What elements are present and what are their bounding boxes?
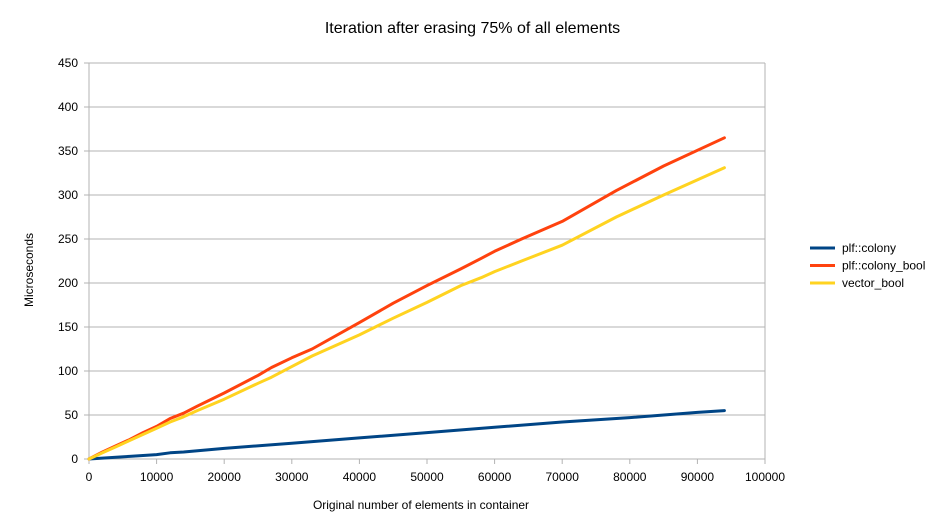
axes xyxy=(84,62,766,464)
y-tick-label: 200 xyxy=(58,276,78,290)
legend-label: plf::colony_bool xyxy=(842,259,925,273)
x-tick-labels: 0 10000 20000 30000 40000 50000 60000 70000 8000… xyxy=(86,470,786,484)
y-tick-label: 350 xyxy=(58,144,78,158)
y-tick-label: 450 xyxy=(58,56,78,70)
series-line-vector-bool xyxy=(87,166,726,461)
y-tick-label: 300 xyxy=(58,188,78,202)
y-tick-label: 100 xyxy=(58,364,78,378)
y-tick-label: 250 xyxy=(58,232,78,246)
x-tick-label: 100000 xyxy=(745,470,785,484)
x-tick-label: 20000 xyxy=(208,470,242,484)
legend-label: vector_bool xyxy=(842,276,904,290)
y-axis-title: Microseconds xyxy=(22,233,36,307)
x-tick-label: 70000 xyxy=(546,470,580,484)
x-tick-label: 40000 xyxy=(343,470,377,484)
y-tick-label: 400 xyxy=(58,100,78,114)
x-tick-label: 90000 xyxy=(681,470,715,484)
series-line-plf-colony xyxy=(87,409,726,461)
series-line-plf-colony-bool xyxy=(87,136,726,461)
y-tick-label: 50 xyxy=(65,408,79,422)
y-tick-labels: 0 50 100 150 200 250 300 350 400 450 xyxy=(58,56,78,466)
x-tick-label: 50000 xyxy=(410,470,444,484)
y-tick-label: 0 xyxy=(71,452,78,466)
legend-label: plf::colony xyxy=(842,241,896,255)
series-lines xyxy=(87,136,726,461)
x-tick-label: 80000 xyxy=(613,470,647,484)
x-tick-label: 30000 xyxy=(275,470,309,484)
x-tick-label: 0 xyxy=(86,470,93,484)
x-axis-title: Original number of elements in container xyxy=(313,498,529,512)
chart-title: Iteration after erasing 75% of all eleme… xyxy=(324,20,621,37)
x-tick-label: 10000 xyxy=(140,470,174,484)
gridlines xyxy=(89,62,765,460)
y-tick-label: 150 xyxy=(58,320,78,334)
x-tick-label: 60000 xyxy=(478,470,512,484)
